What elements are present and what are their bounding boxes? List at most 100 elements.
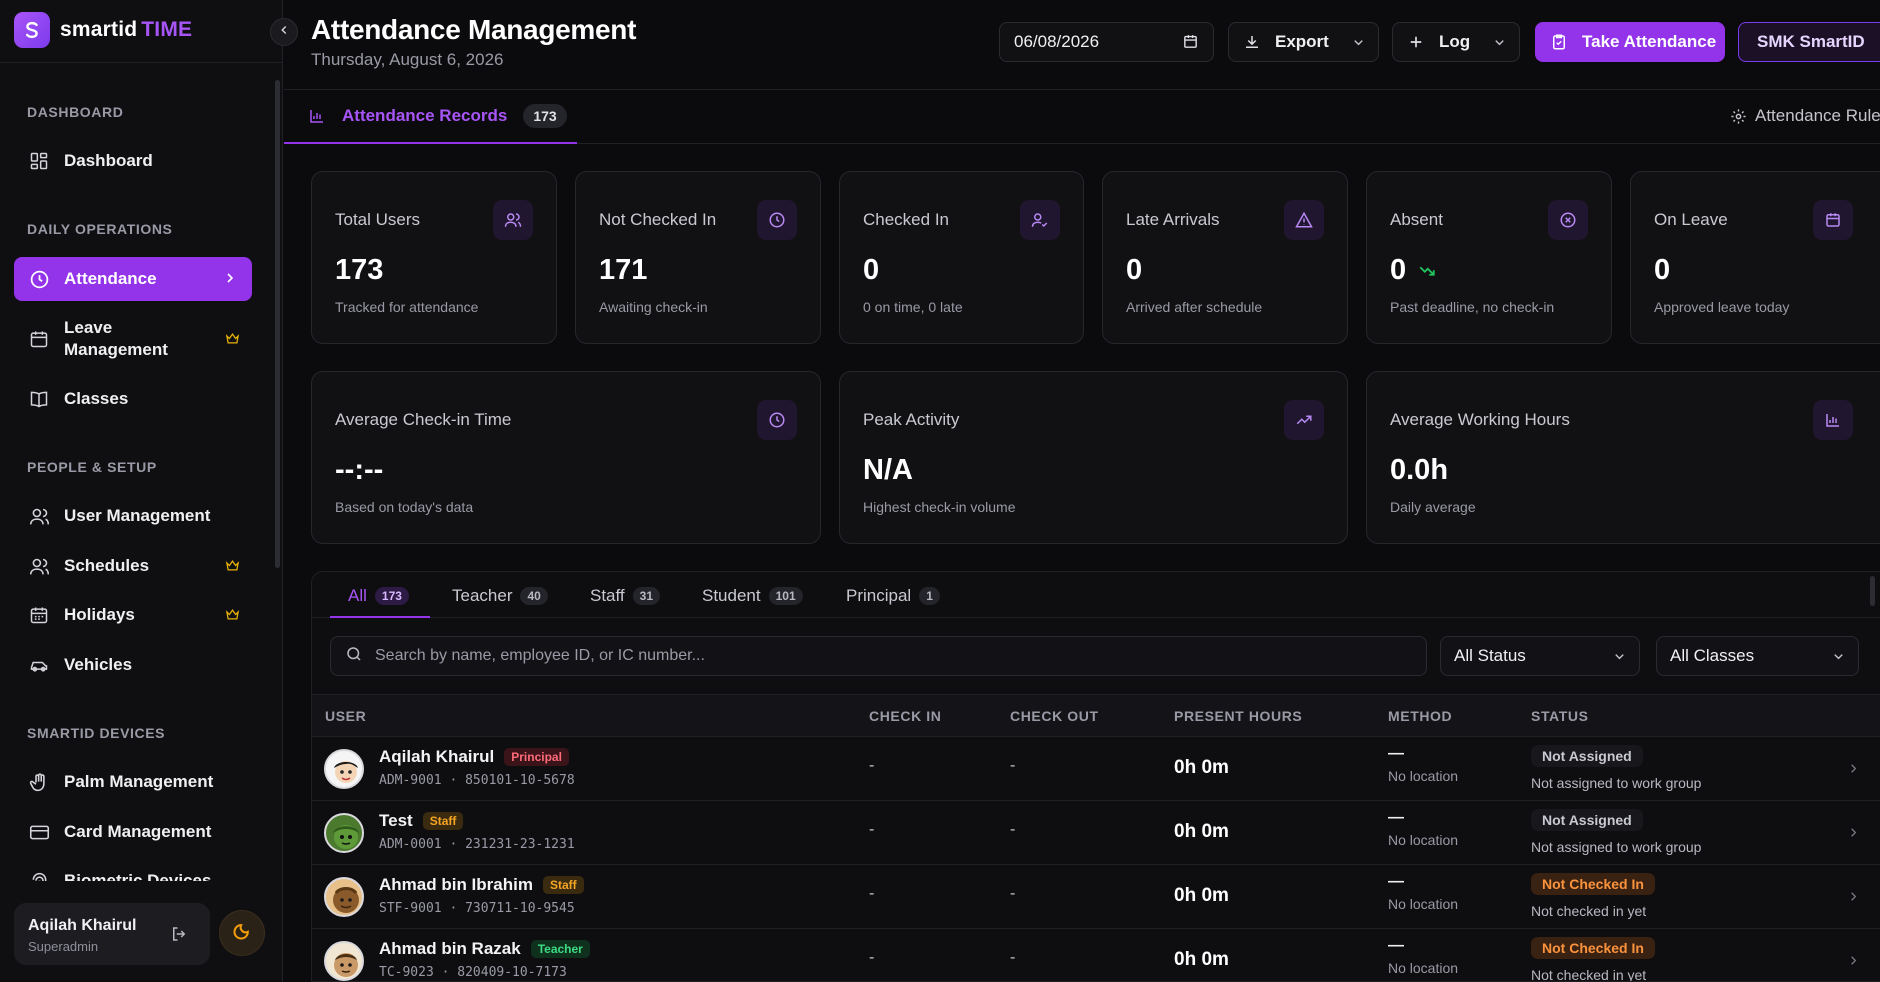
status-select[interactable]: All Status	[1440, 636, 1640, 676]
table-row[interactable]: Aqilah Khairul Principal ADM-9001 · 85010…	[312, 737, 1880, 801]
logout-icon[interactable]	[170, 925, 188, 948]
present-hours-cell: 0h 0m	[1174, 821, 1229, 842]
page-date: Thursday, August 6, 2026	[311, 50, 504, 69]
moon-icon	[232, 921, 252, 946]
stat-value: 0	[1654, 254, 1671, 286]
sidebar-item-leave-management[interactable]: Leave Management	[14, 312, 252, 366]
clock-icon	[757, 400, 797, 440]
stat-label: Checked In	[863, 210, 949, 229]
stat-value: 0	[1126, 254, 1143, 286]
attendance-table-panel: All 173 Teacher 40 Staff 31 Student 101 Prin…	[311, 571, 1880, 982]
tab-attendance-records[interactable]: Attendance Records 173	[284, 90, 577, 144]
brand[interactable]: smartid TIME	[14, 12, 192, 48]
filter-tab-teacher[interactable]: Teacher 40	[452, 586, 548, 606]
chevron-right-icon[interactable]	[1846, 761, 1861, 781]
card-icon	[28, 821, 50, 843]
status-badge: Not Checked In	[1531, 937, 1655, 959]
sidebar-item-dashboard[interactable]: Dashboard	[14, 139, 252, 183]
page-header: Attendance Management Thursday, August 6…	[284, 0, 1880, 90]
sidebar-scrollbar[interactable]	[275, 80, 280, 568]
sidebar-item-vehicles[interactable]: Vehicles	[14, 643, 252, 687]
car-icon	[28, 654, 50, 676]
filter-tab-all[interactable]: All 173	[348, 586, 409, 606]
column-header[interactable]: USER	[325, 708, 367, 724]
chevron-down-icon	[1351, 35, 1366, 55]
avatar	[324, 877, 364, 917]
calendar-icon[interactable]	[1182, 33, 1199, 55]
table-row[interactable]: Ahmad bin Ibrahim Staff STF-9001 · 730711…	[312, 865, 1880, 929]
avatar	[324, 813, 364, 853]
sidebar-item-palm-management[interactable]: Palm Management	[14, 760, 252, 804]
sidebar-item-classes[interactable]: Classes	[14, 377, 252, 421]
search-box[interactable]	[330, 636, 1427, 676]
metric-sub: Based on today's data	[335, 499, 474, 515]
user-card[interactable]: Aqilah Khairul Superadmin	[14, 903, 210, 965]
check-in-cell: -	[869, 885, 875, 902]
sidebar-item-label: User Management	[64, 506, 211, 525]
classes-select[interactable]: All Classes	[1656, 636, 1859, 676]
location-text: No location	[1388, 768, 1459, 784]
user-role: Superadmin	[28, 939, 99, 954]
role-badge: Staff	[542, 876, 584, 894]
column-header[interactable]: METHOD	[1388, 708, 1453, 724]
calendar-icon	[28, 328, 50, 350]
organization-button[interactable]: SMK SmartID	[1738, 22, 1880, 62]
column-header[interactable]: CHECK OUT	[1010, 708, 1099, 724]
table-row[interactable]: Ahmad bin Razak Teacher TC-9023 · 820409-…	[312, 929, 1880, 981]
check-out-cell: -	[1010, 885, 1016, 902]
log-button[interactable]: Log	[1392, 22, 1520, 62]
user-name: Ahmad bin Ibrahim Staff	[379, 875, 584, 895]
date-picker-input[interactable]: 06/08/2026	[999, 22, 1214, 62]
stat-label: Absent	[1390, 210, 1443, 229]
method-cell: —	[1388, 937, 1404, 954]
filter-tab-student[interactable]: Student 101	[702, 586, 803, 606]
table-row[interactable]: Test Staff ADM-0001 · 231231-23-1231 - - …	[312, 801, 1880, 865]
book-icon	[28, 388, 50, 410]
tab-attendance-rules[interactable]: Attendance Rules	[1730, 106, 1880, 126]
chevron-down-icon	[1612, 649, 1627, 669]
sidebar-item-label: Palm Management	[64, 772, 214, 791]
clock-icon	[757, 200, 797, 240]
user-name: Aqilah Khairul Principal	[379, 747, 569, 767]
sidebar-item-schedules[interactable]: Schedules	[14, 544, 252, 588]
column-header[interactable]: STATUS	[1531, 708, 1589, 724]
collapse-sidebar-button[interactable]	[270, 18, 298, 46]
clipboard-check-icon	[1550, 33, 1568, 51]
theme-toggle-button[interactable]	[219, 910, 265, 956]
log-label: Log	[1439, 32, 1471, 51]
chevron-right-icon[interactable]	[1846, 953, 1861, 973]
chevron-right-icon[interactable]	[1846, 889, 1861, 909]
sidebar-item-user-management[interactable]: User Management	[14, 494, 252, 538]
stat-sub: Awaiting check-in	[599, 299, 708, 315]
search-input[interactable]	[375, 647, 1275, 665]
stat-value: 173	[335, 254, 384, 286]
crown-icon	[225, 330, 240, 352]
chevron-down-icon	[1492, 35, 1507, 55]
take-attendance-button[interactable]: Take Attendance	[1535, 22, 1725, 62]
column-header[interactable]: PRESENT HOURS	[1174, 708, 1303, 724]
filter-tab-staff[interactable]: Staff 31	[590, 586, 661, 606]
main-tabs: Attendance Records 173 Attendance Rules	[284, 90, 1880, 144]
stat-card-late-arrivals: Late Arrivals 0 Arrived after schedule	[1102, 171, 1348, 344]
filter-tab-principal[interactable]: Principal 1	[846, 586, 940, 606]
calendar-icon	[1813, 200, 1853, 240]
records-count-badge: 173	[523, 104, 567, 128]
fingerprint-icon	[28, 870, 50, 881]
stat-value: 171	[599, 254, 648, 286]
sidebar-item-label: Classes	[64, 389, 129, 408]
user-id: TC-9023 · 820409-10-7173	[379, 965, 567, 980]
sidebar-item-card-management[interactable]: Card Management	[14, 810, 252, 854]
method-cell: —	[1388, 745, 1404, 762]
export-button[interactable]: Export	[1228, 22, 1379, 62]
sidebar-item-biometric-devices[interactable]: Biometric Devices	[14, 859, 252, 881]
chevron-right-icon[interactable]	[1846, 825, 1861, 845]
sidebar-item-holidays[interactable]: Holidays	[14, 593, 252, 637]
panel-scrollbar[interactable]	[1870, 576, 1875, 606]
location-text: No location	[1388, 896, 1459, 912]
column-header[interactable]: CHECK IN	[869, 708, 942, 724]
gear-icon	[1730, 108, 1747, 125]
sidebar-item-attendance[interactable]: Attendance	[14, 257, 252, 301]
check-in-cell: -	[869, 949, 875, 966]
bar-chart-icon	[308, 107, 326, 125]
table-header: USER CHECK IN CHECK OUT PRESENT HOURS ME…	[312, 694, 1880, 737]
